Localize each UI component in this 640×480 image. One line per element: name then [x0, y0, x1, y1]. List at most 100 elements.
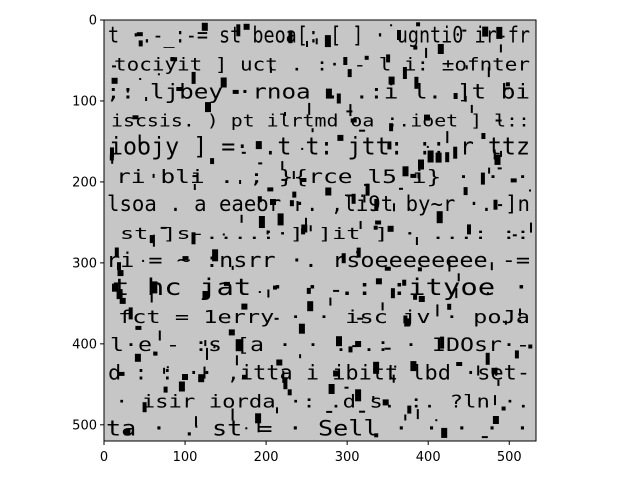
noise-speck — [300, 178, 307, 182]
noise-speck — [455, 288, 458, 299]
noise-speck — [485, 352, 490, 365]
noise-speck — [274, 317, 279, 320]
noise-speck — [435, 152, 442, 163]
noise-speck — [416, 22, 421, 27]
noise-speck — [135, 325, 142, 330]
noise-speck — [347, 69, 352, 78]
noise-speck — [453, 146, 458, 159]
noise-speck — [498, 204, 503, 207]
x-tick-label: 200 — [254, 450, 279, 465]
noise-speck — [182, 95, 184, 98]
noise-speck — [384, 266, 391, 271]
noise-speck — [497, 167, 502, 170]
noise-speck — [344, 386, 349, 389]
noise-text-row: t hc jat · · .: :ityoe · — [112, 275, 530, 301]
noise-speck — [153, 351, 158, 356]
noise-speck — [426, 145, 429, 148]
image-area: t ·.-_:-= st beoa[: [ ] · ugnti0 ir-fr to… — [104, 20, 536, 441]
noise-speck — [436, 304, 439, 317]
noise-speck — [456, 362, 463, 366]
noise-speck — [325, 187, 332, 196]
noise-speck — [163, 367, 166, 374]
noise-speck — [445, 152, 450, 163]
noise-speck — [436, 211, 443, 224]
noise-speck — [465, 65, 468, 70]
noise-speck — [510, 178, 517, 183]
noise-speck — [357, 317, 364, 320]
noise-speck — [381, 302, 384, 311]
noise-speck — [486, 292, 489, 295]
noise-speck — [324, 35, 331, 48]
noise-speck — [150, 292, 153, 303]
noise-speck — [410, 173, 417, 178]
noise-speck — [241, 151, 246, 154]
noise-speck — [504, 87, 509, 90]
noise-speck — [142, 259, 145, 262]
noise-text-row: ri = ~ :nsrr ·. rsoeeeeeeee -= — [106, 248, 530, 272]
noise-speck — [149, 235, 154, 244]
noise-speck — [512, 234, 517, 237]
noise-text-row: d : : ·· ,itta i ibitt lbd ·set- — [108, 360, 530, 384]
noise-blocks-layer — [109, 22, 533, 439]
noise-speck — [373, 225, 378, 230]
noise-speck — [494, 154, 501, 165]
noise-speck — [176, 87, 183, 91]
noise-speck — [374, 199, 379, 211]
noise-speck — [390, 24, 393, 27]
x-axis: 0 100 200 300 400 500 — [100, 441, 522, 465]
noise-speck — [138, 40, 143, 47]
noise-speck — [281, 178, 288, 181]
noise-speck — [134, 353, 141, 362]
noise-speck — [306, 41, 308, 47]
noise-speck — [375, 220, 382, 225]
noise-speck — [222, 233, 225, 236]
noise-speck — [195, 416, 197, 427]
noise-speck — [355, 341, 362, 347]
noise-speck — [418, 159, 424, 170]
noise-speck — [413, 45, 418, 50]
noise-speck — [325, 88, 332, 99]
x-tick-label: 500 — [497, 450, 522, 465]
noise-text-row: t ·.-_:-= st beoa[: [ ] · ugnti0 ir-fr — [108, 23, 530, 48]
noise-speck — [328, 384, 335, 394]
noise-speck — [128, 307, 133, 320]
noise-speck — [387, 141, 392, 150]
noise-speck — [519, 319, 522, 322]
noise-speck — [210, 158, 215, 165]
noise-speck — [258, 291, 261, 293]
noise-speck — [308, 102, 311, 115]
noise-speck — [231, 408, 234, 421]
noise-speck — [299, 354, 302, 359]
noise-speck — [236, 24, 241, 37]
noise-speck — [413, 293, 418, 300]
noise-speck — [157, 73, 160, 76]
noise-speck — [389, 123, 394, 132]
noise-speck — [240, 214, 243, 223]
noise-speck — [305, 217, 307, 228]
noise-speck — [231, 265, 234, 270]
noise-speck — [228, 329, 235, 336]
noise-speck — [284, 112, 286, 116]
noise-speck — [301, 228, 306, 235]
noise-speck — [418, 296, 425, 302]
noise-speck — [356, 247, 361, 258]
noise-speck — [306, 287, 311, 294]
noise-speck — [160, 226, 167, 229]
noise-speck — [195, 425, 198, 428]
noise-speck — [245, 427, 248, 430]
noise-speck — [112, 65, 116, 68]
noise-speck — [192, 175, 197, 178]
noise-text-row: ;: ljbey ·rnoa . .:i l. ]t bi — [106, 80, 530, 104]
noise-speck — [402, 279, 407, 286]
noise-speck — [132, 115, 139, 120]
y-axis: 0 100 200 300 400 500 — [72, 14, 104, 433]
noise-text-row: ioojy ] =· .t t: jtt: :: r ttz — [109, 133, 530, 161]
noise-speck — [289, 200, 294, 207]
noise-text-row: l·e - :s [a · · . .: · IDOsr·- — [110, 334, 530, 356]
noise-speck — [255, 413, 262, 424]
noise-speck — [353, 424, 356, 429]
noise-text-row: iscsis. ) pt ilrtmd oa :.ioet ] l:: — [111, 112, 530, 132]
axes-frame — [103, 19, 537, 442]
noise-speck — [220, 77, 227, 88]
